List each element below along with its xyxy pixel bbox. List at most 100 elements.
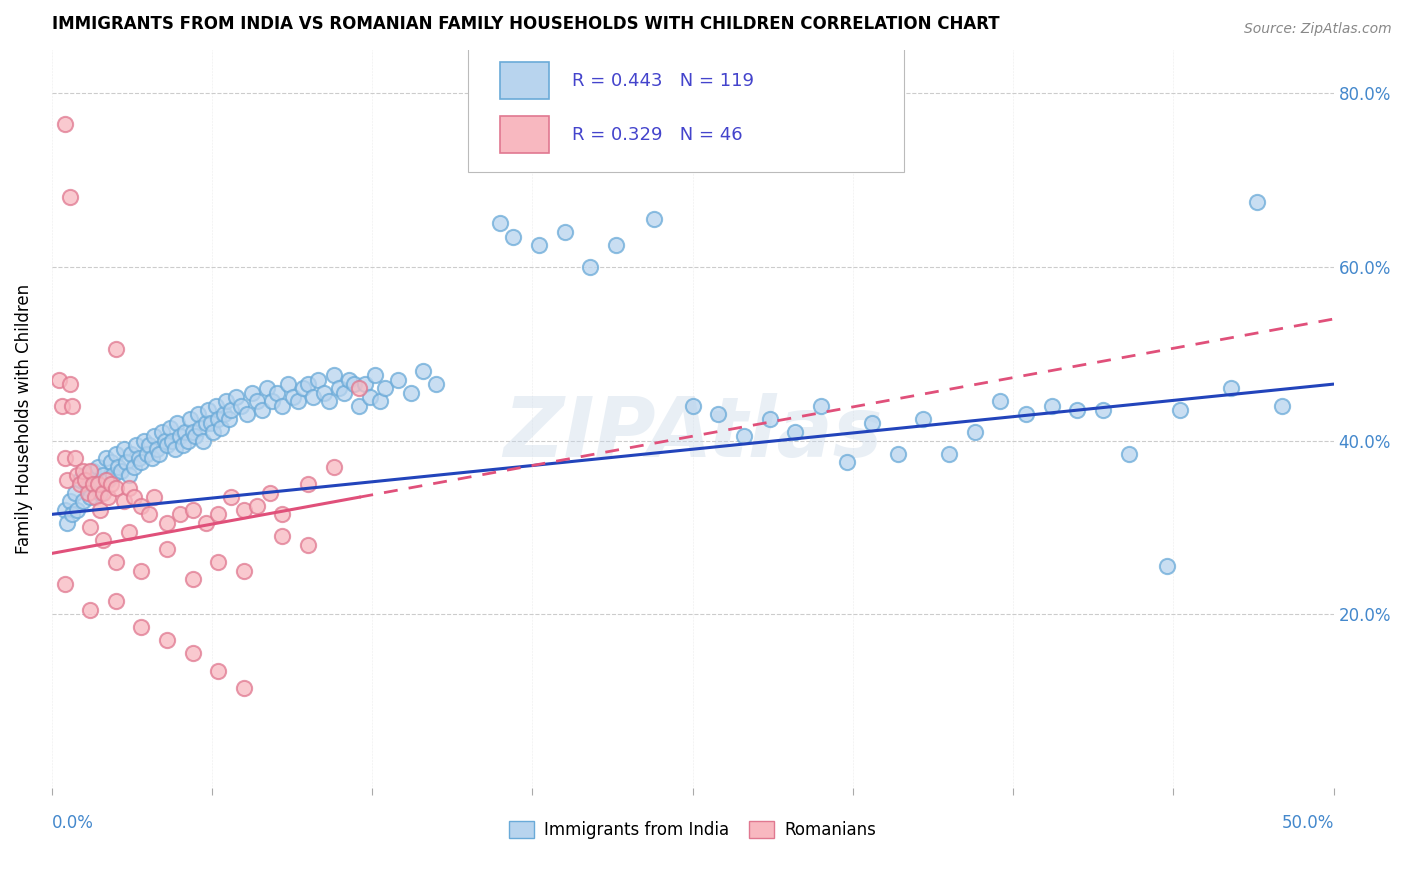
Point (131, 455, 153, 469)
Point (963, 425, 986, 439)
Point (359, 390, 381, 404)
Point (302, 390, 325, 404)
Point (153, 434, 176, 448)
Text: ZIPAtlas: ZIPAtlas (503, 393, 883, 474)
Point (205, 399, 228, 413)
Point (72, 464, 94, 478)
Point (138, 508, 160, 522)
Point (97, 473, 120, 487)
Point (181, 503, 204, 517)
Point (212, 408, 235, 422)
Point (1118, 446, 1140, 460)
Point (271, 399, 294, 413)
Point (156, 438, 179, 452)
Text: Source: ZipAtlas.com: Source: ZipAtlas.com (1244, 22, 1392, 37)
Point (938, 446, 960, 460)
Point (112, 494, 135, 508)
Point (53, 117, 76, 131)
Point (75, 468, 97, 483)
Point (48, 373, 70, 387)
Point (118, 481, 141, 495)
Point (312, 385, 335, 400)
Point (146, 442, 169, 457)
Point (91, 468, 114, 483)
FancyBboxPatch shape (501, 62, 550, 99)
Point (337, 373, 360, 387)
Text: 0.0%: 0.0% (52, 814, 94, 832)
Point (412, 364, 434, 378)
Point (131, 499, 153, 513)
Point (191, 434, 214, 448)
Point (66, 503, 89, 517)
Point (1091, 403, 1114, 417)
Point (259, 485, 281, 500)
Point (103, 468, 125, 483)
FancyBboxPatch shape (468, 46, 904, 171)
Point (281, 390, 304, 404)
Point (97, 490, 120, 504)
Point (262, 394, 284, 409)
Point (810, 399, 832, 413)
Point (76, 481, 98, 495)
Point (835, 455, 858, 469)
Point (240, 385, 263, 400)
Point (292, 381, 315, 395)
Point (53, 576, 76, 591)
Point (172, 438, 194, 452)
Point (218, 412, 240, 426)
Point (132, 434, 155, 448)
Point (235, 408, 257, 422)
Point (118, 468, 141, 483)
Point (374, 381, 396, 395)
Point (1015, 408, 1038, 422)
Point (1040, 399, 1063, 413)
Point (179, 412, 201, 426)
Point (69, 477, 91, 491)
Point (143, 490, 166, 504)
Point (399, 385, 422, 400)
Point (60, 399, 83, 413)
Point (297, 538, 319, 552)
Point (200, 416, 222, 430)
Point (1246, 194, 1268, 209)
Point (287, 394, 309, 409)
Point (643, 212, 665, 227)
Point (184, 429, 207, 443)
Point (63, 450, 86, 465)
Point (79, 520, 101, 534)
Point (125, 438, 148, 452)
Point (169, 508, 191, 522)
Point (349, 399, 371, 413)
Point (141, 450, 163, 465)
Point (194, 516, 217, 530)
Text: R = 0.329   N = 46: R = 0.329 N = 46 (572, 126, 742, 144)
Point (76, 485, 98, 500)
Point (785, 425, 807, 439)
Point (758, 412, 780, 426)
Point (343, 377, 366, 392)
Point (988, 394, 1011, 409)
Point (1156, 559, 1178, 574)
Point (328, 381, 350, 395)
Point (733, 429, 755, 443)
Point (110, 464, 132, 478)
Point (233, 503, 256, 517)
Point (489, 217, 512, 231)
Point (256, 381, 278, 395)
Point (333, 385, 356, 400)
Point (187, 408, 209, 422)
Point (215, 394, 238, 409)
Point (87, 459, 110, 474)
Point (128, 450, 150, 465)
Point (266, 385, 288, 400)
Point (209, 420, 232, 434)
Point (112, 442, 135, 457)
Point (104, 594, 127, 608)
Point (53, 503, 76, 517)
Point (1168, 403, 1191, 417)
Point (1220, 381, 1243, 395)
Point (231, 399, 253, 413)
Point (63, 485, 86, 500)
Point (156, 516, 179, 530)
Point (104, 555, 127, 569)
